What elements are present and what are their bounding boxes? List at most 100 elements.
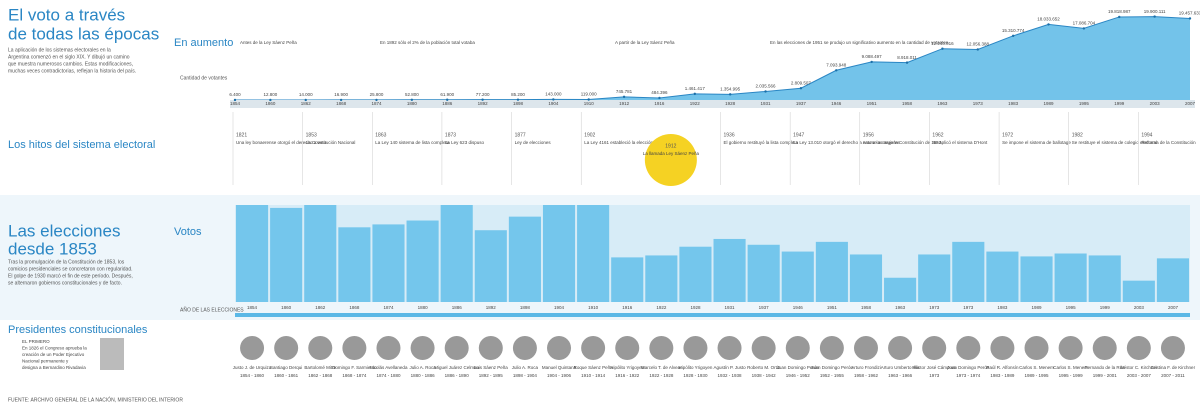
x-tick-label: 1892 (478, 101, 489, 106)
value-label: 19.818.987 (1108, 9, 1131, 14)
value-label: 77.200 (476, 92, 490, 97)
president-term: 1916 - 1922 (615, 373, 640, 378)
x-tick-label: 1951 (827, 305, 838, 310)
portrait (853, 336, 878, 360)
president-term: 1946 - 1952 (786, 373, 811, 378)
president-term: 1910 - 1914 (581, 373, 606, 378)
president-name: Marcelo T. de Alvear (641, 365, 682, 370)
point (481, 98, 484, 101)
section-title: Las elecciones (8, 221, 120, 240)
portrait (100, 338, 124, 370)
milestone-year: 1821 (236, 132, 247, 138)
president-name: Néstor C. Kirchner (1120, 365, 1158, 370)
milestone-year: 1994 (1141, 132, 1152, 138)
milestone-text: La llamada Ley Sáenz Peña (643, 151, 700, 156)
bar (713, 238, 746, 302)
x-tick-label: 1868 (349, 305, 360, 310)
milestone-text: Asume a cargo la Constitución de 1853 (863, 140, 942, 145)
x-tick-label: 1860 (265, 101, 276, 106)
bar (372, 224, 405, 302)
portrait (1160, 336, 1185, 360)
intro-text: que muestra numerosos cambios. Estas mod… (8, 61, 133, 67)
milestone-year: 1956 (863, 132, 874, 138)
president-name: Justo J. de Urquiza (233, 365, 272, 370)
x-tick-label: 1973 (929, 305, 940, 310)
point (1188, 17, 1192, 20)
bar (304, 205, 337, 302)
intro-text: muchas veces contradictorias, reflejan l… (8, 68, 136, 74)
bar (986, 251, 1019, 302)
portrait (956, 336, 981, 360)
x-tick-label: 1910 (588, 305, 599, 310)
bar (270, 207, 303, 302)
point (552, 98, 555, 101)
bar (474, 230, 507, 302)
president-name: Santiago Derqui (270, 365, 302, 370)
x-tick-label: 2003 (1150, 101, 1161, 106)
bar (1054, 253, 1087, 302)
portrait (410, 336, 435, 360)
portrait (1058, 336, 1083, 360)
x-tick-label: 1951 (867, 101, 878, 106)
point (799, 87, 803, 90)
milestone-text: La Ley 623 dispuso (445, 140, 485, 145)
milestone-year: 1972 (1002, 132, 1013, 138)
portrait (274, 336, 299, 360)
x-tick-label: 1854 (230, 101, 241, 106)
value-label: 745.781 (616, 89, 633, 94)
point (941, 47, 944, 50)
bar (679, 246, 712, 302)
x-tick-label: 1922 (690, 101, 701, 106)
point (728, 93, 732, 96)
president-name: Juan Domingo Perón (947, 365, 990, 370)
milestone-year: 1962 (932, 132, 943, 138)
milestone-year: 1902 (584, 132, 595, 138)
x-tick-label: 1958 (861, 305, 872, 310)
x-tick-label: 1937 (759, 305, 770, 310)
president-name: Cristina F. de Kirchner (1151, 365, 1196, 370)
president-name: Roberto M. Ortiz (747, 365, 781, 370)
bar (508, 216, 541, 302)
intro-text: La aplicación de los sistemas electorale… (8, 47, 111, 53)
portrait (547, 336, 572, 360)
president-term: 1989 - 1995 (1025, 373, 1050, 378)
x-tick-label: 1898 (520, 305, 531, 310)
x-tick-label: 1931 (761, 101, 772, 106)
point (1118, 15, 1121, 19)
value-label: 19.457.633 (1179, 11, 1200, 16)
point (764, 90, 767, 93)
portrait (615, 336, 640, 360)
x-tick-label: 1910 (584, 101, 595, 106)
intro-text: comicios presidenciales se concretaron c… (8, 266, 133, 272)
milestone-text: El gobierno restituyó la lista completa (724, 140, 799, 145)
point (410, 98, 414, 101)
milestone-year: 1873 (445, 132, 456, 138)
value-label: 9.088.497 (862, 54, 883, 59)
bar (1156, 258, 1189, 302)
bar (611, 257, 644, 302)
president-name: Manuel Quintana (542, 365, 577, 370)
x-tick-label: 1989 (1032, 305, 1043, 310)
point (1047, 23, 1050, 26)
portrait (581, 336, 606, 360)
bar (815, 241, 848, 302)
president-name: Miguel Juárez Celman (434, 365, 479, 370)
bar (952, 241, 985, 302)
president-name: Agustín P. Justo (713, 365, 746, 370)
president-term: 2003 - 2007 (1127, 373, 1152, 378)
milestone-text: Una ley bonaerense otorgó el derecho a v… (236, 140, 327, 145)
president-term: 1999 - 2001 (1093, 373, 1118, 378)
value-label: 143.000 (545, 92, 562, 97)
legend: Cantidad de votantes (180, 75, 228, 81)
president-term: 1874 - 1880 (376, 373, 401, 378)
value-label: 18.033.652 (1037, 17, 1060, 22)
president-term: 1898 - 1904 (513, 373, 538, 378)
x-tick-label: 1963 (895, 305, 906, 310)
value-label: 484.396 (651, 90, 668, 95)
bar (884, 277, 917, 302)
bar (747, 244, 780, 302)
x-tick-label: 1892 (486, 305, 497, 310)
x-tick-label: 1886 (452, 305, 463, 310)
intro-text: Tras la promulgación de la Constitución … (8, 259, 125, 265)
value-label: 85.200 (511, 92, 525, 97)
